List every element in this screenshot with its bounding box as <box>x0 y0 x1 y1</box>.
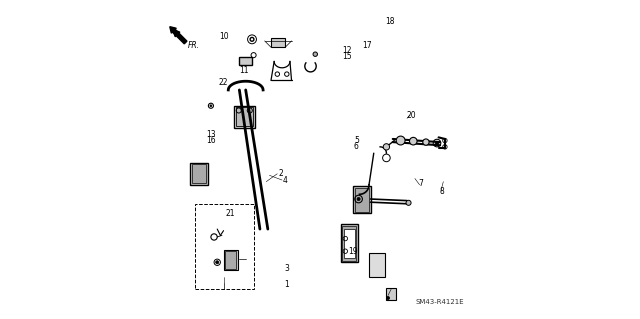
Circle shape <box>387 296 390 300</box>
Text: 16: 16 <box>206 136 216 145</box>
Text: 11: 11 <box>239 66 249 76</box>
Text: 1: 1 <box>284 280 289 289</box>
Circle shape <box>396 136 405 145</box>
Circle shape <box>435 141 439 145</box>
Text: 22: 22 <box>219 78 228 86</box>
Bar <box>223 250 238 270</box>
Polygon shape <box>369 253 385 277</box>
Text: 8: 8 <box>440 187 444 196</box>
Text: 4: 4 <box>283 175 287 185</box>
Text: 13: 13 <box>206 130 216 139</box>
Bar <box>342 226 356 261</box>
Circle shape <box>210 105 212 107</box>
Bar <box>239 57 252 65</box>
Text: 18: 18 <box>385 18 394 26</box>
Circle shape <box>383 144 390 150</box>
Text: 12: 12 <box>342 46 351 55</box>
Bar <box>355 188 369 212</box>
Circle shape <box>406 200 411 205</box>
Text: 21: 21 <box>225 209 235 218</box>
Text: 15: 15 <box>342 52 352 61</box>
Bar <box>195 204 253 289</box>
Text: 20: 20 <box>407 111 417 120</box>
Bar <box>190 163 208 185</box>
Bar <box>192 164 206 183</box>
Bar <box>271 38 285 47</box>
Bar <box>387 287 396 300</box>
Text: SM43-R4121E: SM43-R4121E <box>415 299 464 305</box>
Circle shape <box>423 139 429 145</box>
Circle shape <box>357 197 360 201</box>
Text: FR.: FR. <box>188 41 200 50</box>
Text: 17: 17 <box>363 41 372 50</box>
Bar <box>353 186 371 213</box>
Bar <box>234 106 255 128</box>
Bar <box>236 107 253 126</box>
Text: 3: 3 <box>284 264 289 273</box>
Bar <box>225 251 236 269</box>
Circle shape <box>313 52 317 56</box>
Text: 19: 19 <box>348 247 358 256</box>
Bar <box>344 229 355 257</box>
Circle shape <box>216 261 219 264</box>
Bar <box>340 224 358 262</box>
Circle shape <box>410 137 417 145</box>
Text: 7: 7 <box>419 179 424 188</box>
Text: 5: 5 <box>354 136 359 145</box>
Text: 10: 10 <box>219 32 228 41</box>
Text: 2: 2 <box>278 169 283 178</box>
FancyArrow shape <box>170 27 187 44</box>
Text: 6: 6 <box>354 142 359 151</box>
